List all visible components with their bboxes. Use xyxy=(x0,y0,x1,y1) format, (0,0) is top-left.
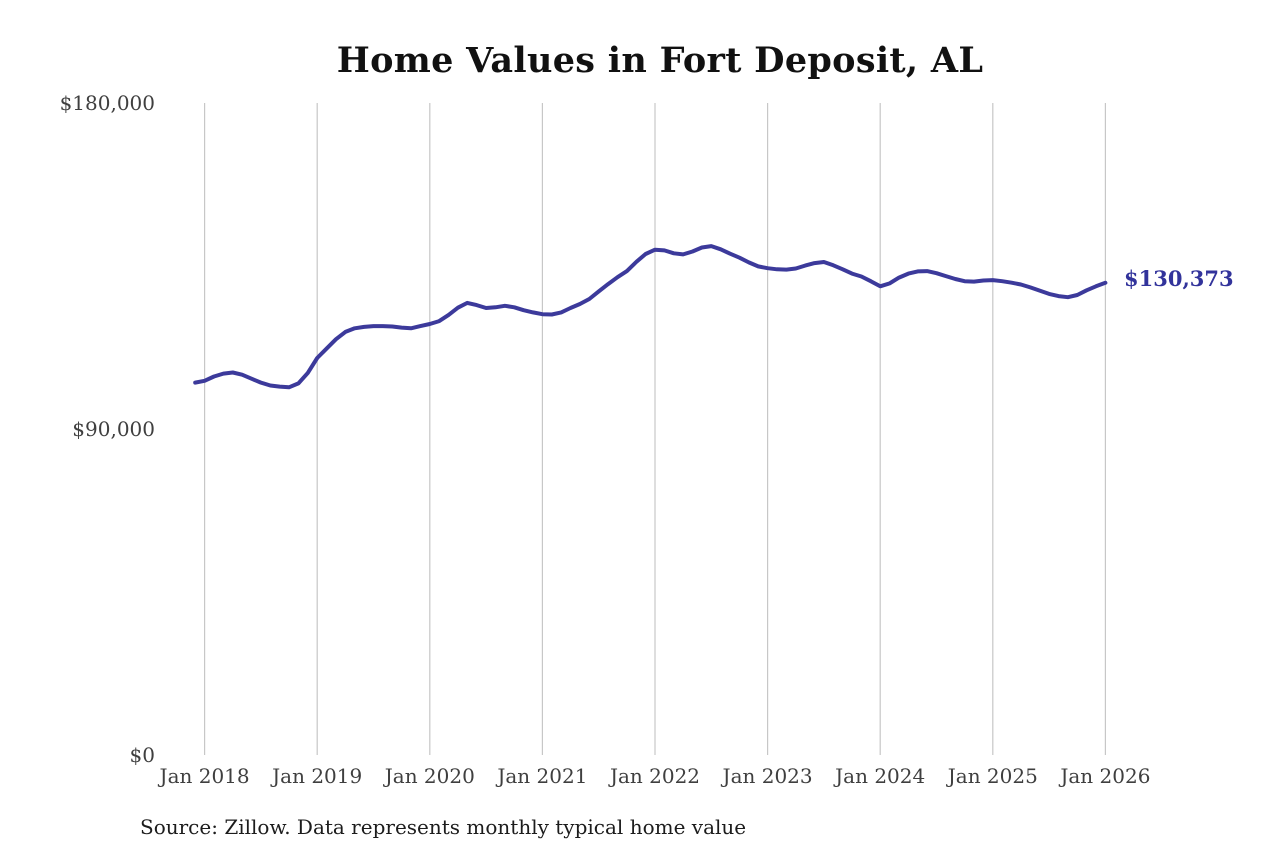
x-axis-label: Jan 2025 xyxy=(947,764,1038,788)
latest-value-label: $130,373 xyxy=(1124,265,1234,291)
y-axis-label: $180,000 xyxy=(59,91,155,115)
x-axis-label: Jan 2021 xyxy=(497,764,588,788)
source-note: Source: Zillow. Data represents monthly … xyxy=(140,815,747,839)
value-line xyxy=(193,244,1108,390)
y-axis-label: $90,000 xyxy=(72,417,155,441)
chart-title: Home Values in Fort Deposit, AL xyxy=(336,40,984,81)
x-axis-label: Jan 2018 xyxy=(159,764,250,788)
x-axis-label: Jan 2026 xyxy=(1060,764,1151,788)
y-axis-label: $0 xyxy=(129,743,155,767)
x-axis-label: Jan 2020 xyxy=(384,764,475,788)
x-axis-label: Jan 2024 xyxy=(835,764,926,788)
x-axis-label: Jan 2019 xyxy=(272,764,363,788)
x-axis-label: Jan 2023 xyxy=(722,764,813,788)
x-axis-label: Jan 2022 xyxy=(609,764,701,788)
